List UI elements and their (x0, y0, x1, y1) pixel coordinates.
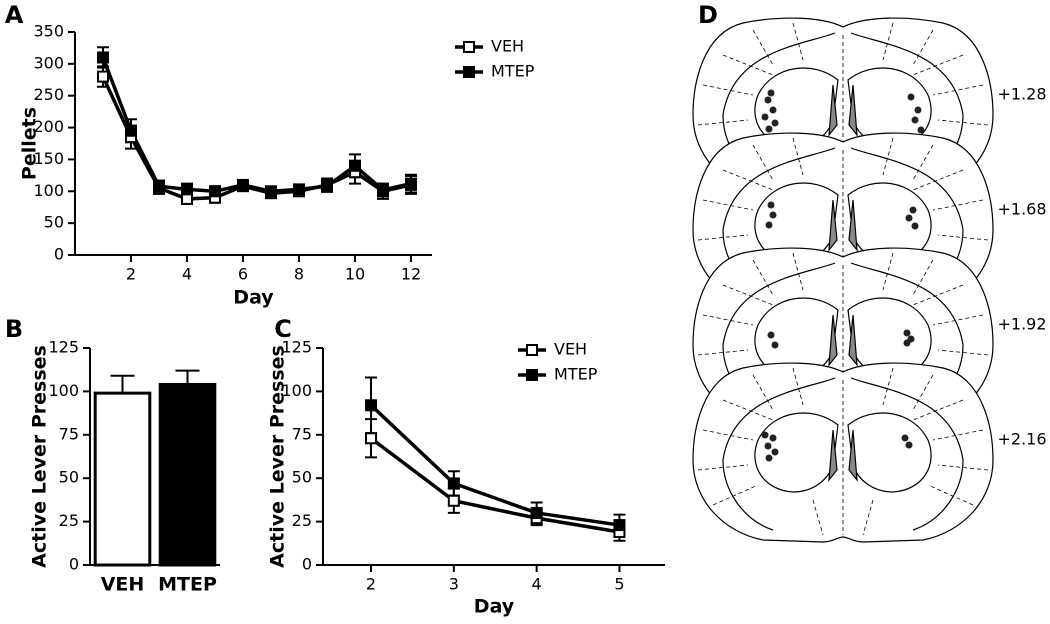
y-axis-title: Active Lever Presses (267, 345, 289, 568)
marker (530, 506, 543, 519)
y-axis-title: Pellets (19, 107, 41, 180)
series-line (369, 436, 620, 534)
marker (293, 183, 305, 196)
marker (153, 180, 165, 193)
x-axis-title: Day (233, 287, 274, 309)
panel-label: D (698, 1, 718, 29)
legend-marker (463, 41, 475, 53)
marker (97, 70, 109, 83)
series-line (369, 404, 620, 527)
series-line (101, 75, 412, 201)
panel-label: A (5, 1, 24, 29)
x-tick-label: 10 (345, 265, 365, 284)
marker (209, 185, 221, 198)
marker (447, 477, 460, 490)
y-tick-label: 100 (281, 381, 312, 400)
x-tick-label: 2 (366, 575, 376, 594)
legend-marker (526, 369, 538, 381)
marker (377, 184, 389, 197)
marker (125, 124, 137, 137)
y-tick-label: 75 (292, 424, 312, 443)
marker (405, 177, 417, 190)
bar (93, 391, 152, 567)
marker (349, 159, 361, 172)
y-tick-label: 0 (54, 245, 64, 264)
marker (181, 192, 193, 205)
atlas-level: +1.28 (997, 85, 1046, 104)
x-tick-label: 4 (182, 265, 192, 284)
bar (158, 382, 217, 567)
y-tick-label: 125 (48, 338, 79, 357)
x-tick-label: MTEP (158, 574, 217, 596)
x-tick-label: 5 (614, 575, 624, 594)
y-tick-label: 50 (292, 468, 312, 487)
panel-label: C (274, 315, 292, 343)
marker (447, 494, 460, 507)
atlas-level: +2.16 (997, 430, 1046, 449)
x-axis-title: Day (474, 596, 515, 618)
legend-marker (526, 344, 538, 356)
x-tick-label: 12 (401, 265, 421, 284)
legend-label: VEH (491, 37, 524, 56)
legend-marker (463, 66, 475, 78)
marker (613, 519, 626, 532)
atlas-sections (692, 17, 994, 543)
x-tick-label: 3 (449, 575, 459, 594)
atlas-level: +1.68 (997, 200, 1046, 219)
marker (97, 51, 109, 64)
marker (365, 399, 378, 412)
panel-label: B (5, 315, 23, 343)
marker (365, 432, 378, 445)
y-tick-label: 125 (281, 338, 312, 357)
atlas-level: +1.92 (997, 315, 1046, 334)
y-tick-label: 100 (48, 381, 79, 400)
y-tick-label: 350 (33, 22, 64, 41)
x-tick-label: 6 (238, 265, 248, 284)
marker (181, 183, 193, 196)
x-tick-label: 8 (294, 265, 304, 284)
y-tick-label: 50 (44, 213, 64, 232)
y-tick-label: 100 (33, 181, 64, 200)
marker (265, 185, 277, 198)
y-tick-label: 75 (59, 424, 79, 443)
y-tick-label: 50 (59, 468, 79, 487)
y-tick-label: 300 (33, 53, 64, 72)
y-tick-label: 0 (69, 555, 79, 574)
legend-label: MTEP (554, 365, 598, 384)
legend-label: MTEP (491, 62, 535, 81)
marker (321, 180, 333, 193)
marker (237, 178, 249, 191)
y-tick-label: 150 (33, 149, 64, 168)
x-tick-label: 2 (126, 265, 136, 284)
y-tick-label: 250 (33, 85, 64, 104)
y-axis-title: Active Lever Presses (29, 345, 51, 568)
y-tick-label: 25 (292, 511, 312, 530)
y-tick-label: 200 (33, 117, 64, 136)
x-tick-label: VEH (101, 574, 145, 596)
y-tick-label: 25 (59, 511, 79, 530)
legend-label: VEH (554, 340, 587, 359)
y-tick-label: 0 (302, 555, 312, 574)
x-tick-label: 4 (532, 575, 542, 594)
